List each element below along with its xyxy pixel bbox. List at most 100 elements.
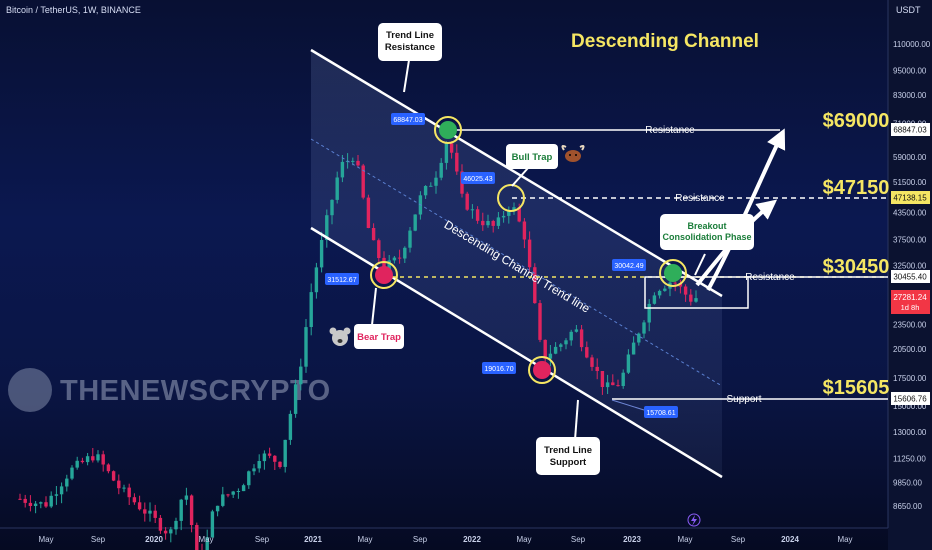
point-connector xyxy=(611,399,645,411)
candle-body xyxy=(335,177,339,200)
candle-body xyxy=(351,160,355,162)
candle-body xyxy=(543,339,547,359)
candle-body xyxy=(184,495,189,500)
y-tick-label: 8650.00 xyxy=(893,502,922,511)
y-tick-label: 9850.00 xyxy=(893,478,922,487)
x-tick-label: May xyxy=(357,535,372,544)
pivot-ring xyxy=(497,184,525,212)
pivot-ring xyxy=(434,116,462,144)
lightning-icon[interactable] xyxy=(687,513,701,527)
callout-bull-trap: Bull Trap xyxy=(506,144,585,187)
point-value: 19016.70 xyxy=(484,366,513,373)
candle-body xyxy=(481,220,485,226)
y-tick-label: 32500.00 xyxy=(893,262,927,271)
candle-body xyxy=(91,456,95,461)
candle-body xyxy=(559,344,563,347)
breakout-label: Breakout Consolidation Phase xyxy=(662,221,751,242)
chart-title: Descending Channel xyxy=(571,31,759,52)
y-tick-label: 43500.00 xyxy=(893,209,927,218)
candle-body xyxy=(475,209,480,221)
candle-body xyxy=(304,327,308,367)
candle-body xyxy=(309,292,313,327)
pivot-30042 xyxy=(659,259,687,287)
level-label-resistance-2: Resistance xyxy=(675,193,725,204)
candle-body xyxy=(683,286,688,295)
candle-body xyxy=(221,494,225,506)
candle-body xyxy=(439,162,443,178)
point-value: 31512.67 xyxy=(327,277,356,284)
callout-bear-trap: Bear Trap xyxy=(329,287,404,349)
candle-body xyxy=(23,498,27,503)
bull-icon xyxy=(561,145,585,162)
pivot-dot-green xyxy=(439,121,457,139)
candle-body xyxy=(288,413,293,440)
candle-body xyxy=(283,439,287,467)
pivot-46025 xyxy=(497,184,525,212)
candle-body xyxy=(621,372,625,386)
candle-body xyxy=(127,487,131,498)
x-tick-label: Sep xyxy=(413,535,428,544)
candle-body xyxy=(512,207,516,210)
x-tick-label: 2024 xyxy=(781,535,799,544)
candle-body xyxy=(28,502,33,506)
x-tick-label: May xyxy=(677,535,692,544)
x-tick-label: Sep xyxy=(571,535,586,544)
candle-body xyxy=(527,239,532,268)
candle-body xyxy=(33,503,38,506)
y-tick-label: 15000.00 xyxy=(893,402,927,411)
candle-body xyxy=(361,165,365,198)
candle-body xyxy=(247,471,251,486)
axis-price-text: 30455.40 xyxy=(893,273,927,282)
candle-body xyxy=(174,520,178,530)
candle-body xyxy=(205,537,209,550)
candle-body xyxy=(533,267,537,304)
consolidation-box xyxy=(644,276,749,309)
candle-body xyxy=(444,143,449,163)
candle-body xyxy=(657,290,662,296)
candle-body xyxy=(80,460,85,463)
x-tick-label: 2023 xyxy=(623,535,641,544)
pivot-dot-red xyxy=(375,266,393,284)
price-tag-15605: $15605 xyxy=(823,377,890,399)
candle-body xyxy=(96,454,100,461)
callout-text: Trend Line Support xyxy=(544,445,592,468)
pivot-31512 xyxy=(370,261,398,289)
x-tick-label: Sep xyxy=(255,535,270,544)
candle-body xyxy=(491,221,495,226)
axis-price-30455: 30455.40 xyxy=(891,270,930,283)
candle-body xyxy=(215,505,220,512)
candle-body xyxy=(132,497,137,503)
candle-body xyxy=(330,199,334,216)
x-tick-label: Sep xyxy=(91,535,106,544)
pivot-dot-green xyxy=(664,264,682,282)
candle-body xyxy=(325,215,329,240)
candle-body xyxy=(231,491,235,495)
candle-body xyxy=(496,217,501,226)
candle-body xyxy=(356,160,360,166)
x-tick-label: Sep xyxy=(731,535,746,544)
candle-body xyxy=(106,464,111,472)
y-tick-label: 37500.00 xyxy=(893,236,927,245)
axis-price-15606: 15606.76 xyxy=(891,392,930,405)
candle-body xyxy=(387,260,391,272)
x-tick-label: May xyxy=(38,535,53,544)
axis-price-47138: 47138.15 xyxy=(891,191,930,204)
candle-body xyxy=(403,247,407,259)
candle-body xyxy=(517,207,521,222)
candle-body xyxy=(18,498,22,500)
candle-body xyxy=(642,322,646,334)
x-axis-ticks: May Sep 2020 May Sep 2021 May Sep 2022 May Sep 2023… xyxy=(38,535,852,544)
candle-body xyxy=(236,491,241,492)
candle-body xyxy=(429,185,433,187)
channel-fill xyxy=(311,50,722,477)
candle-body xyxy=(293,384,298,414)
pivot-19016 xyxy=(528,356,556,384)
pivot-ring xyxy=(370,261,398,289)
y-tick-label: 13000.00 xyxy=(893,428,927,437)
candle-body xyxy=(465,193,469,210)
candle-body xyxy=(663,288,667,291)
candle-body xyxy=(397,257,402,259)
y-tick-label: 59000.00 xyxy=(893,153,927,162)
price-tag-69000: $69000 xyxy=(823,110,890,132)
candle-body xyxy=(210,511,215,538)
